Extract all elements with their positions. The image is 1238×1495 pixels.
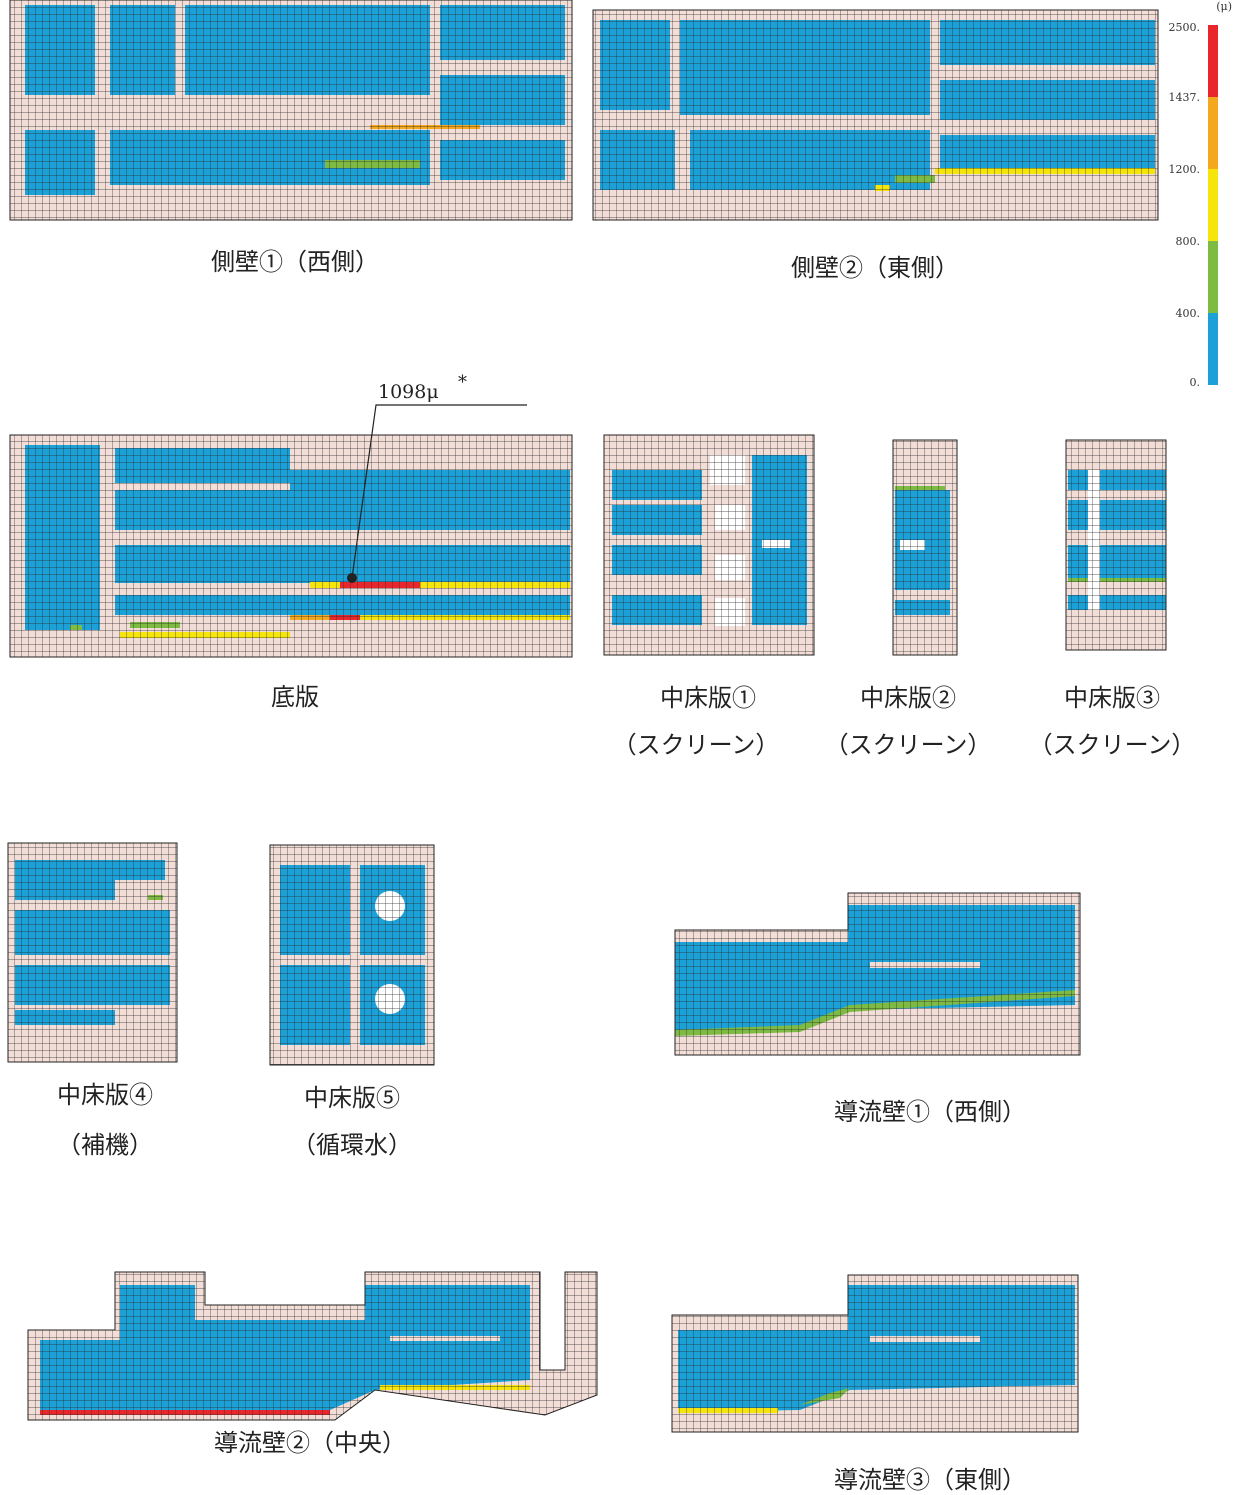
mesh [1065,439,1167,651]
leader-dot [347,573,357,583]
legend: (μ) 2500. 1437. 1200. 800. 400. 0. [1169,0,1233,389]
legend-label: 2500. [1169,21,1201,34]
panel-title: 中床版④ [57,1081,153,1109]
panel-subtitle: （循環水） [292,1131,412,1159]
mesh [269,844,435,1066]
legend-unit: (μ) [1216,0,1232,13]
mesh [592,9,1159,221]
annotation-value: 1098μ [378,381,439,403]
legend-label: 400. [1176,307,1201,320]
legend-swatch [1208,97,1218,169]
panel-subtitle: （スクリーン） [825,731,992,759]
legend-swatch [1208,25,1218,97]
mesh [27,1271,598,1421]
annotation: 1098μ * [347,372,527,583]
mesh [674,892,1081,1056]
mesh [9,0,573,221]
legend-swatch [1208,169,1218,241]
mesh [9,434,573,658]
panel-title: 導流壁③（東側） [834,1466,1026,1494]
panel-title: 中床版② [860,684,956,712]
panel-subtitle: （補機） [57,1131,153,1159]
panel-subtitle: （スクリーン） [613,731,780,759]
panel-title: 導流壁②（中央） [214,1429,406,1457]
legend-label: 0. [1190,376,1201,389]
panel-title: 底版 [271,683,319,711]
legend-swatch [1208,313,1218,385]
legend-label: 800. [1176,235,1201,248]
legend-label: 1437. [1169,91,1201,104]
panel-title: 中床版① [660,684,756,712]
mesh [7,842,178,1063]
mesh [892,439,958,656]
contour-plots [7,0,1167,1433]
legend-swatch [1208,241,1218,313]
panel-title: 中床版③ [1064,684,1160,712]
leader-line [351,404,527,579]
annotation-mark: * [458,372,467,393]
panel-title: 中床版⑤ [304,1084,400,1112]
mesh [671,1274,1079,1433]
panel-title: 導流壁①（西側） [834,1098,1026,1126]
legend-label: 1200. [1169,163,1201,176]
panel-title: 側壁①（西側） [211,248,379,276]
panel-title: 側壁②（東側） [791,254,959,282]
mesh [603,434,815,656]
panel-subtitle: （スクリーン） [1029,731,1196,759]
